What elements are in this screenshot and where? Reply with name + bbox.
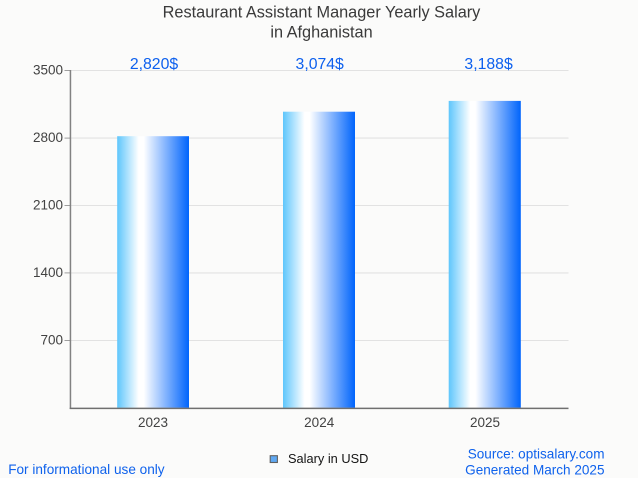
svg-text:2025: 2025 xyxy=(470,415,500,430)
svg-text:2,820$: 2,820$ xyxy=(130,56,179,73)
svg-text:in Afghanistan: in Afghanistan xyxy=(270,24,372,42)
svg-text:2100: 2100 xyxy=(33,198,63,213)
svg-text:3,188$: 3,188$ xyxy=(464,56,513,73)
svg-text:3,074$: 3,074$ xyxy=(296,56,345,73)
svg-text:2024: 2024 xyxy=(304,415,335,430)
svg-text:2800: 2800 xyxy=(33,130,63,145)
svg-text:For informational use only: For informational use only xyxy=(8,462,165,477)
svg-text:Generated March 2025: Generated March 2025 xyxy=(465,462,604,477)
svg-text:1400: 1400 xyxy=(33,265,63,280)
svg-text:Source: optisalary.com: Source: optisalary.com xyxy=(468,447,605,462)
svg-text:700: 700 xyxy=(40,333,63,348)
svg-text:Restaurant Assistant Manager Y: Restaurant Assistant Manager Yearly Sala… xyxy=(163,4,482,22)
svg-text:3500: 3500 xyxy=(33,63,63,78)
svg-text:Salary in USD: Salary in USD xyxy=(288,451,368,466)
svg-text:2023: 2023 xyxy=(138,415,168,430)
